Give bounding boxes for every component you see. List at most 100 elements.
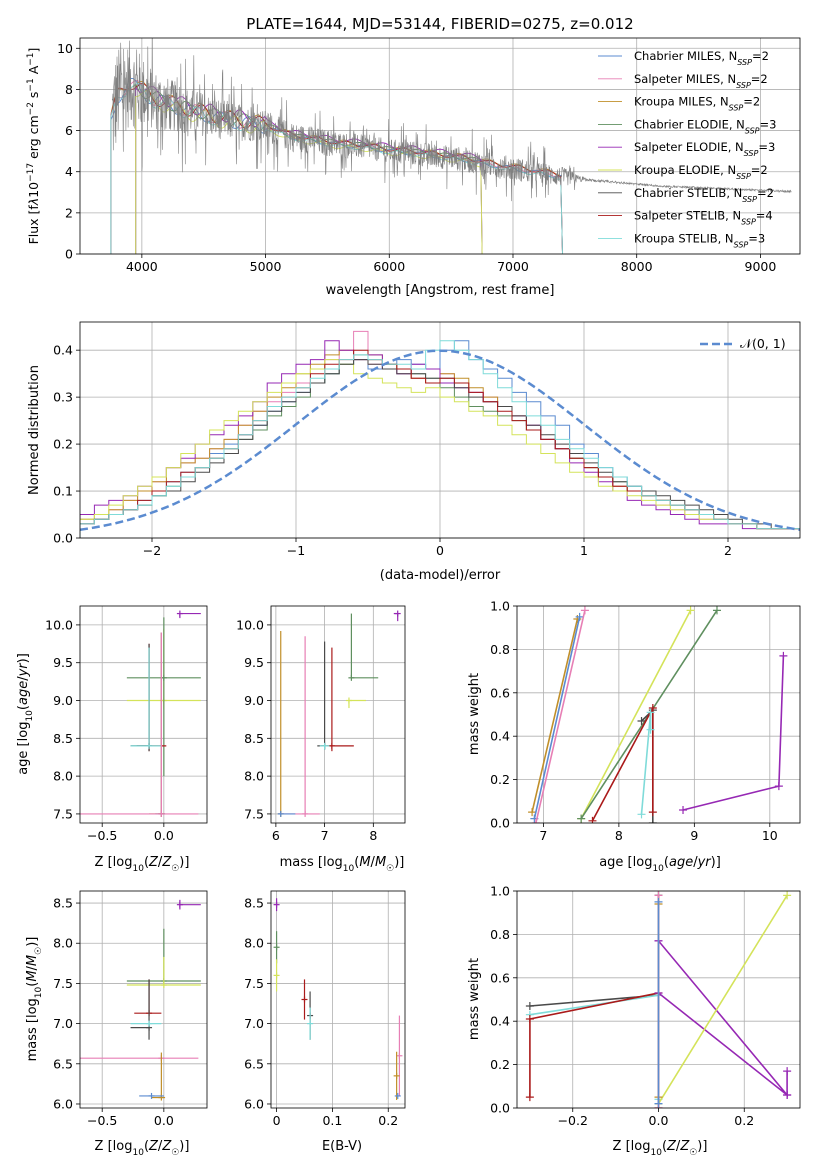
residuals-xtick-label: −1 — [287, 543, 305, 558]
weight-vs-Z-ylabel: mass weight — [467, 958, 482, 1040]
age-vs-mass-xtick-label: 7 — [321, 828, 329, 843]
mass-vs-EBV-xtick-label: 0.2 — [378, 1113, 398, 1128]
mass-vs-EBV-xtick-label: 0.1 — [322, 1113, 342, 1128]
age-vs-mass-ytick-label: 7.5 — [244, 806, 264, 821]
panel-spectrum: 4000 5000 6000 7000 8000 9000 0 2 4 6 8 10 Chabrier … — [57, 37, 801, 274]
model-spectrum-chabrier-miles — [110, 78, 563, 254]
figure-title: PLATE=1644, MJD=53144, FIBERID=0275, z=0… — [246, 15, 633, 33]
residuals-ytick-label: 0.3 — [53, 390, 73, 405]
weight-vs-Z-plot-area — [525, 891, 792, 1108]
age-vs-mass-xlabel: mass [log10(M/M☉)] — [280, 855, 405, 874]
mass-vs-Z-errorbar-kroupa-elodie — [126, 956, 201, 989]
weight-vs-age-point — [637, 810, 646, 819]
weight-vs-Z-ytick-label: 0.4 — [490, 1014, 510, 1029]
legend-label: Salpeter STELIB, NSSP=4 — [634, 209, 773, 227]
weight-vs-age-point — [648, 808, 657, 817]
age-vs-mass-errorbar-kroupa-elodie — [345, 697, 367, 709]
mass-vs-Z-xtick-label: 0.0 — [154, 1113, 174, 1128]
age-vs-Z-plot-area — [80, 610, 201, 817]
legend-label: Kroupa STELIB, NSSP=3 — [634, 231, 765, 249]
spectrum-xtick-label: 8000 — [621, 259, 653, 274]
age-vs-mass-xtick-label: 6 — [272, 828, 280, 843]
weight-vs-age-point — [648, 703, 657, 712]
mass-vs-EBV-grid — [271, 891, 405, 1108]
age-vs-mass-frame — [270, 605, 406, 824]
age-vs-mass-ytick-label: 9.0 — [244, 693, 264, 708]
weight-vs-age-line-kroupa-miles — [531, 618, 579, 813]
histogram-kroupa-stelib — [80, 340, 800, 538]
panel-age-vs-mass: 6 7 8 7.5 8.0 8.5 9.0 9.5 10.0 — [236, 605, 406, 843]
age-vs-mass-errorbar-salpeter-stelib — [327, 647, 354, 752]
mass-vs-Z-grid — [80, 891, 207, 1108]
mass-vs-EBV-ytick-label: 6.0 — [244, 1096, 264, 1111]
mass-vs-EBV-errorbar-chabrier-elodie — [273, 931, 280, 964]
residuals-plot-area — [80, 330, 800, 538]
spectrum-ytick-label: 4 — [65, 164, 73, 179]
weight-vs-age-point — [528, 808, 537, 817]
spectrum-ytick-label: 10 — [57, 41, 73, 56]
panel-mass-vs-Z: −0.5 0.0 6.0 6.5 7.0 7.5 8.0 8.5 — [53, 890, 208, 1128]
panel-weight-vs-age: 7 8 9 10 0.0 0.2 0.4 0.6 0.8 1.0 — [490, 599, 801, 843]
age-vs-mass-errorbar-kroupa-stelib — [319, 742, 330, 750]
mass-vs-Z-errorbar-kroupa-stelib — [130, 1020, 162, 1027]
mass-vs-EBV-ytick-label: 7.5 — [244, 976, 264, 991]
mass-vs-EBV-ytick-label: 8.0 — [244, 936, 264, 951]
age-vs-Z-errorbar-salpeter-miles — [80, 632, 199, 817]
weight-vs-age-point — [648, 819, 657, 823]
weight-vs-age-xtick-label: 8 — [615, 828, 623, 843]
weight-vs-Z-ytick-label: 0.6 — [490, 970, 510, 985]
spectrum-xtick-label: 5000 — [250, 259, 282, 274]
weight-vs-age-ytick-label: 0.8 — [490, 642, 510, 657]
weight-vs-Z-point — [525, 1093, 534, 1102]
residuals-xtick-label: −2 — [143, 543, 161, 558]
weight-vs-Z-xtick-label: 0.0 — [649, 1113, 669, 1128]
age-vs-mass-ytick-label: 8.5 — [244, 731, 264, 746]
mass-vs-Z-plot-area — [80, 899, 201, 1101]
mass-vs-Z-ytick-label: 7.0 — [53, 1016, 73, 1031]
weight-vs-age-point — [531, 819, 540, 823]
weight-vs-Z-point — [783, 1067, 792, 1076]
mass-vs-EBV-xtick-label: 0 — [273, 1113, 281, 1128]
weight-vs-age-point — [575, 612, 584, 621]
mass-vs-Z-errorbar-salpeter-elodie — [176, 899, 201, 910]
mass-vs-Z-frame — [79, 890, 208, 1109]
age-vs-Z-xtick-label: −0.5 — [87, 828, 117, 843]
spectrum-plot-area — [110, 38, 792, 254]
weight-vs-Z-point — [783, 1090, 792, 1099]
panel-residuals: −2 −1 0 1 2 0.0 0.1 0.2 0.3 0.4 𝒩(0, 1) — [53, 321, 801, 558]
age-vs-Z-frame — [79, 605, 208, 824]
residuals-frame — [79, 321, 801, 539]
histogram-salpeter-elodie — [80, 340, 800, 538]
residuals-xtick-label: 1 — [580, 543, 588, 558]
mass-vs-EBV-ytick-label: 6.5 — [244, 1056, 264, 1071]
mass-vs-Z-ylabel: mass [log10(M/M☉)] — [25, 937, 44, 1062]
age-vs-Z-errorbar-kroupa-stelib — [130, 647, 162, 749]
weight-vs-age-point — [577, 814, 586, 823]
weight-vs-age-ytick-label: 0.2 — [490, 772, 510, 787]
spectrum-legend: Chabrier MILES, NSSP=2 Salpeter MILES, NS… — [598, 49, 776, 249]
spectrum-ytick-label: 0 — [65, 247, 73, 262]
weight-vs-Z-point — [525, 1015, 534, 1024]
weight-vs-age-point — [712, 606, 721, 615]
weight-vs-age-point — [646, 708, 655, 717]
age-vs-Z-ytick-label: 8.5 — [53, 731, 73, 746]
mass-vs-EBV-ytick-label: 7.0 — [244, 1016, 264, 1031]
weight-vs-age-xtick-label: 7 — [539, 828, 547, 843]
spectrum-xlabel: wavelength [Angstrom, rest frame] — [326, 283, 555, 298]
residuals-ytick-label: 0.1 — [53, 484, 73, 499]
spectrum-ytick-label: 8 — [65, 82, 73, 97]
residuals-ytick-label: 0.0 — [53, 531, 73, 546]
weight-vs-Z-frame — [516, 890, 801, 1109]
mass-vs-Z-xlabel: Z [log10(Z/Z☉)] — [95, 1139, 190, 1158]
residuals-xtick-label: 2 — [724, 543, 732, 558]
age-vs-mass-xtick-label: 8 — [369, 828, 377, 843]
mass-vs-EBV-errorbar-kroupa-stelib — [307, 1007, 314, 1040]
weight-vs-age-frame — [516, 605, 801, 824]
age-vs-Z-xtick-label: 0.0 — [154, 828, 174, 843]
weight-vs-age-ytick-label: 0.6 — [490, 685, 510, 700]
residuals-ytick-label: 0.2 — [53, 437, 73, 452]
legend-label: Kroupa MILES, NSSP=2 — [634, 95, 760, 113]
weight-vs-Z-xlabel: Z [log10(Z/Z☉)] — [613, 1139, 708, 1158]
weight-vs-Z-point — [654, 897, 663, 906]
